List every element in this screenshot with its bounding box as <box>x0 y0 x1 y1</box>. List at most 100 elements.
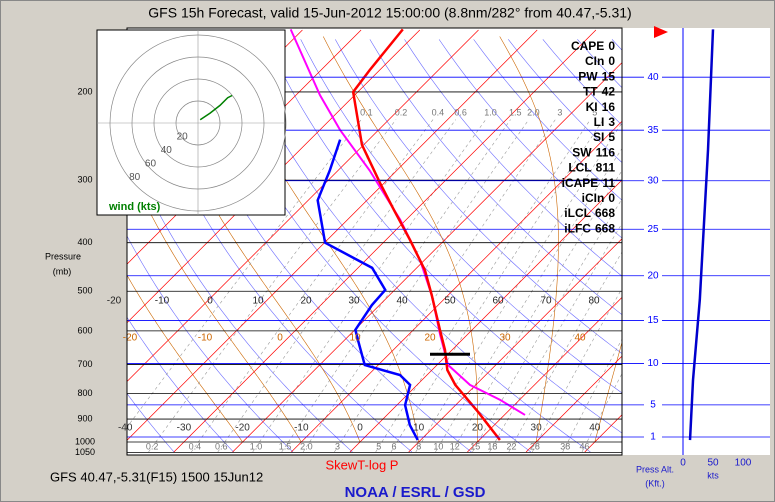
mixing-ratio-label: 28 <box>530 441 540 451</box>
mixing-ratio-line <box>562 338 622 453</box>
theta-label: 20 <box>300 296 312 307</box>
y-axis-label: Pressure <box>45 251 81 261</box>
isotherm <box>127 29 538 441</box>
hodograph-ring <box>131 56 265 190</box>
altitude-label: 20 <box>647 270 659 281</box>
mixing-ratio-label: 12 <box>450 441 460 451</box>
isotherm <box>525 355 622 453</box>
x-tick-label: -30 <box>177 423 192 434</box>
moist-label: 20 <box>424 333 436 344</box>
wind-tick-label: 100 <box>735 458 752 469</box>
y-tick-label: 600 <box>77 325 92 335</box>
theta-label: -10 <box>155 296 170 307</box>
index-row: TT 42 <box>583 85 615 99</box>
hodograph-ring-label: 40 <box>161 145 173 156</box>
altitude-label: 1 <box>650 432 656 443</box>
index-row: iCIn 0 <box>582 191 616 205</box>
isotherm <box>127 29 421 324</box>
index-name: iCIn <box>582 191 605 205</box>
mixing-ratio-line <box>148 119 397 453</box>
mixing-ratio-label: 10 <box>433 441 443 451</box>
hodograph-box <box>96 29 286 216</box>
x-tick-label: 0 <box>357 423 363 434</box>
index-value: 0 <box>608 39 615 53</box>
altitude-label: Press Alt. <box>636 464 674 474</box>
mixing-ratio-label: 1.5 <box>279 441 292 451</box>
mixing-ratio-label: 0.1 <box>360 107 373 117</box>
hodograph-ring-label: 80 <box>129 172 141 183</box>
y-tick-label: 300 <box>77 175 92 185</box>
theta-label: 70 <box>540 296 552 307</box>
mixing-ratio-label: 0.6 <box>454 107 467 117</box>
altitude-label: 15 <box>647 315 659 326</box>
index-value: 668 <box>595 206 615 220</box>
mixing-ratio-label: 8 <box>416 441 421 451</box>
index-row: PW 15 <box>578 70 615 84</box>
mixing-ratio-label: 5 <box>376 441 381 451</box>
theta-label: 60 <box>492 296 504 307</box>
altitude-label-bg <box>644 124 662 137</box>
index-row: LI 3 <box>594 115 616 129</box>
index-name: TT <box>583 85 598 99</box>
footer-left: GFS 40.47,-5.31(F15) 1500 15Jun12 <box>50 469 263 484</box>
mixing-ratio-label: 2.0 <box>300 441 313 451</box>
dry-adiabat <box>473 39 622 201</box>
mixing-ratio-label: 1.5 <box>509 107 522 117</box>
index-value: 116 <box>596 146 616 160</box>
altitude-label-bg <box>644 357 662 370</box>
isotherm <box>127 29 362 265</box>
index-value: 0 <box>608 54 615 68</box>
mixing-ratio-line <box>415 122 622 453</box>
wind-label: kts <box>707 470 719 480</box>
altitude-label: 10 <box>647 358 659 369</box>
altitude-label-bg <box>644 314 662 327</box>
mixing-ratio-line <box>532 287 622 453</box>
index-value: 668 <box>595 222 615 236</box>
mixing-ratio-label: 0.2 <box>146 441 159 451</box>
altitude-label: 5 <box>650 400 656 411</box>
index-row: LCL 811 <box>568 161 615 175</box>
theta-label: 30 <box>348 296 360 307</box>
mixing-ratio-label: 15 <box>470 441 480 451</box>
isotherm <box>291 120 622 453</box>
wind-speed-line <box>688 29 715 441</box>
mixing-ratio-line <box>217 119 457 453</box>
moist-label: 40 <box>574 333 586 344</box>
mixing-ratio-label: 0.2 <box>395 107 408 117</box>
mixing-ratio-line <box>334 119 556 453</box>
x-tick-label: -20 <box>235 423 250 434</box>
index-name: PW <box>578 70 598 84</box>
altitude-label: 30 <box>647 175 659 186</box>
index-name: CIn <box>585 54 604 68</box>
index-value: 16 <box>602 100 616 114</box>
index-value: 11 <box>602 176 615 190</box>
flag-icon <box>654 26 668 38</box>
mixing-ratio-label: 3 <box>335 441 340 451</box>
y-tick-label: 800 <box>77 388 92 398</box>
x-tick-label: -40 <box>118 423 133 434</box>
dewpoint-line <box>316 139 419 441</box>
hodograph-label: wind (kts) <box>108 201 161 213</box>
theta-label: 80 <box>588 296 600 307</box>
mixing-ratio-line <box>281 119 511 453</box>
index-value: 811 <box>596 161 616 175</box>
isotherm <box>467 296 622 453</box>
mixing-ratio-label: 0.4 <box>189 441 202 451</box>
hodograph-ring <box>109 34 287 212</box>
y-tick-label: 500 <box>77 286 92 296</box>
isotherm <box>173 29 597 453</box>
index-row: iCAPE 11 <box>562 176 616 190</box>
moist-label: -20 <box>123 333 138 344</box>
y-axis-unit: (mb) <box>53 266 72 276</box>
index-value: 5 <box>608 130 615 144</box>
moist-adiabat <box>322 36 478 443</box>
index-row: CIn 0 <box>585 54 615 68</box>
index-row: SW 116 <box>572 146 615 160</box>
isotherm <box>232 62 622 453</box>
hodograph-ring-label: 20 <box>177 131 189 142</box>
index-name: CAPE <box>571 39 604 53</box>
overlay: 0.1 0.2 0.2 0.4 0.4 0.6 0.6 1.0 1.0 1.5 1.5 2.0 2.0 3… <box>75 27 770 469</box>
mixing-ratio-label: 6 <box>392 441 397 451</box>
dry-adiabat <box>438 39 622 239</box>
